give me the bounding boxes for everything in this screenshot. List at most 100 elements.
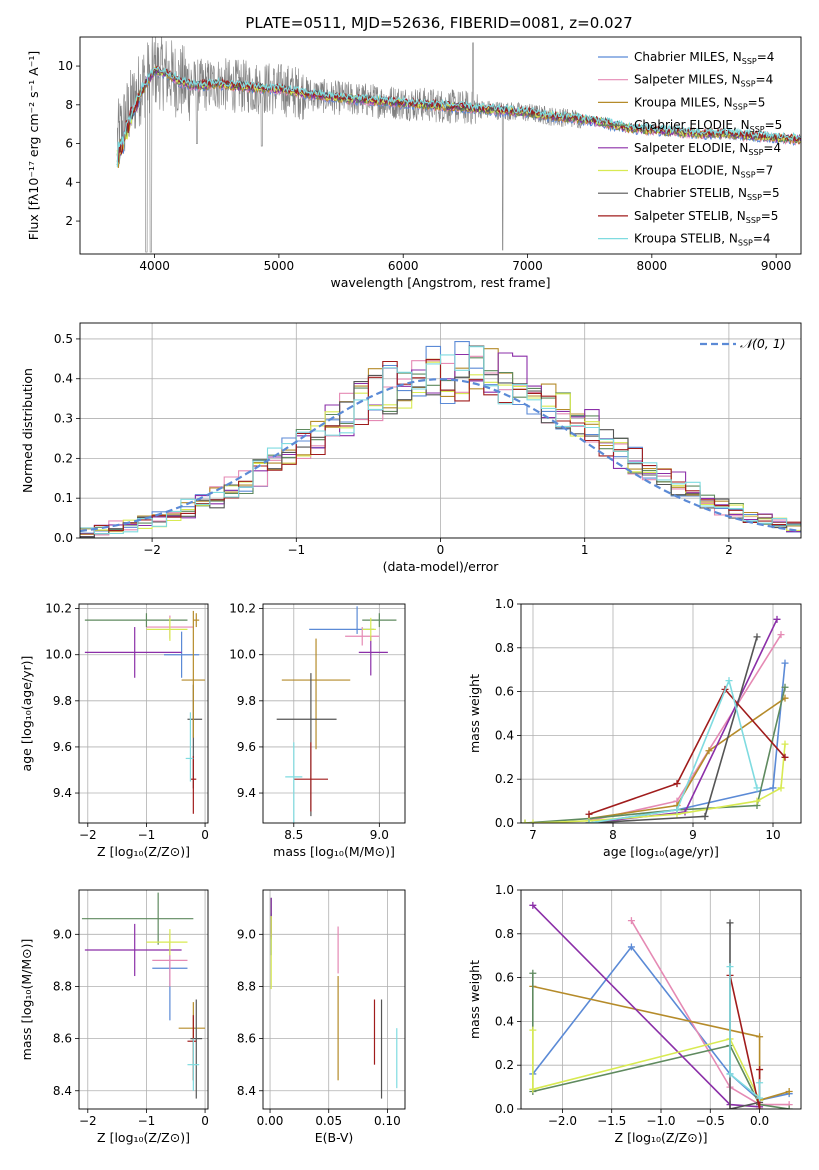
x-tick-label: 5000 [264, 259, 295, 273]
normal-reference-curve [80, 378, 801, 533]
legend-subscript: SSP [741, 80, 756, 89]
legend-count: =5 [762, 186, 780, 200]
y-tick-label: 9.6 [237, 740, 256, 754]
legend-label: Kroupa MILES, NSSP=5 [634, 95, 765, 111]
x-tick-label: 8.5 [284, 828, 303, 842]
errorbar-point [362, 613, 397, 628]
plus-marker [705, 747, 713, 755]
mass-weight-vs-age-frame [520, 603, 802, 824]
legend-label: Kroupa ELODIE, NSSP=7 [634, 164, 773, 180]
x-tick-label: 7000 [512, 259, 543, 273]
y-tick-label: 4 [65, 175, 73, 189]
x-tick-label: 0.00 [257, 1114, 284, 1128]
legend-subscript: SSP [746, 216, 761, 225]
mass-weight-vs-age-panel: 7 8 9 10 0.0 0.2 0.4 0.6 0.8 1.0 age [log₁₀(age/yr… [467, 597, 802, 859]
plus-marker [785, 1087, 793, 1095]
mass-weight-vs-age-plot-area [521, 604, 801, 823]
errorbar-point [190, 756, 197, 814]
plus-marker [673, 780, 681, 788]
x-tick-label: −1 [138, 1114, 156, 1128]
legend-subscript: SSP [747, 193, 762, 202]
mass-weight-line [588, 636, 758, 823]
errorbar-point [146, 929, 188, 956]
age-vs-mass-plot-area [263, 604, 405, 823]
y-tick-label: 10.2 [229, 602, 256, 616]
y-tick-label: 0.3 [54, 412, 73, 426]
plus-marker [756, 1066, 764, 1074]
histogram-step-line [80, 345, 801, 538]
plus-marker [753, 784, 761, 792]
y-tick-label: 0.4 [495, 1014, 514, 1028]
errorbar-point [185, 712, 194, 782]
y-tick-label: 9.0 [53, 927, 72, 941]
age-vs-Z-panel: −2 −1 0 9.4 9.6 9.8 10.0 10.2 Z [log₁₀(Z/Z⊙)] age… [19, 602, 209, 859]
y-tick-label: 0.8 [495, 641, 514, 655]
figure-title: PLATE=0511, MJD=52636, FIBERID=0081, z=0… [245, 14, 632, 32]
legend-label: Chabrier STELIB, NSSP=5 [634, 186, 780, 202]
mass-weight-line [729, 966, 761, 1100]
histogram-step-line [80, 346, 801, 535]
x-tick-label: 1 [581, 543, 589, 557]
plus-marker [726, 1105, 734, 1109]
x-tick-label: 7 [529, 828, 537, 842]
age-vs-mass-panel: 8.5 9.0 9.4 9.6 9.8 10.0 10.2 mass [log₁₀(M/M⊙)… [229, 602, 406, 859]
x-tick-label: 6000 [388, 259, 419, 273]
y-axis-label: mass weight [467, 960, 482, 1039]
y-tick-label: 0.0 [54, 531, 73, 545]
errorbar-point [146, 617, 188, 641]
x-tick-label: 0 [201, 828, 209, 842]
x-tick-label: −2 [79, 828, 97, 842]
y-tick-label: 0.2 [495, 1058, 514, 1072]
mass-weight-line [532, 904, 760, 1108]
x-tick-label: 0.0 [750, 1114, 769, 1128]
x-tick-label: −2 [143, 543, 161, 557]
y-tick-label: 0.6 [495, 971, 514, 985]
x-tick-label: 0.05 [315, 1114, 342, 1128]
errorbar-point [281, 638, 351, 750]
y-tick-label: 1.0 [495, 883, 514, 897]
legend-count: =4 [756, 73, 774, 87]
x-tick-label: 0.10 [374, 1114, 401, 1128]
observed-spectrum-line [117, 37, 582, 253]
mass-weight-line [630, 920, 790, 1106]
errorbar-point [181, 610, 206, 738]
plus-marker [701, 812, 709, 820]
legend-count: =5 [765, 118, 783, 132]
y-tick-label: 9.4 [237, 786, 256, 800]
plus-marker [753, 633, 761, 641]
legend-label: Salpeter ELODIE, NSSP=4 [634, 141, 781, 157]
errorbar-point [276, 673, 337, 817]
spectrum-panel: 4000 5000 6000 7000 8000 9000 2 4 6 8 10 wavelength… [26, 36, 802, 290]
mass-vs-EBV-frame [262, 889, 406, 1110]
errorbar-point [84, 627, 182, 678]
x-axis-label: mass [log₁₀(M/M⊙)] [273, 844, 395, 859]
legend-label: Chabrier MILES, NSSP=4 [634, 50, 774, 66]
mass-vs-EBV-plot-area [263, 890, 405, 1109]
legend-count: =4 [763, 141, 781, 155]
y-tick-label: 0.2 [495, 772, 514, 786]
residual-histogram-plot-area [80, 323, 801, 538]
y-tick-label: 0.5 [54, 332, 73, 346]
mass-weight-line [525, 744, 786, 823]
x-tick-label: 9.0 [370, 828, 389, 842]
x-axis-label: wavelength [Angstrom, rest frame] [330, 275, 550, 290]
y-tick-label: 9.0 [237, 927, 256, 941]
legend-count: =5 [761, 209, 779, 223]
y-tick-label: 0.6 [495, 685, 514, 699]
y-tick-label: 8.8 [237, 979, 256, 993]
y-axis-label: age [log₁₀(age/yr)] [19, 656, 34, 772]
x-axis-label: Z [log₁₀(Z/Z⊙)] [615, 1130, 708, 1145]
legend-subscript: SSP [738, 239, 753, 248]
y-tick-label: 8.6 [237, 1032, 256, 1046]
errorbar-point [81, 892, 194, 945]
mass-vs-EBV-panel: 0.00 0.05 0.10 8.4 8.6 8.8 9.0 E(B-V) [237, 889, 406, 1145]
plots: 4000 5000 6000 7000 8000 9000246810wavelength… [19, 36, 802, 1145]
y-tick-label: 9.6 [53, 740, 72, 754]
plus-marker [529, 901, 537, 909]
plus-marker [627, 917, 635, 925]
mass-weight-line [588, 687, 786, 815]
plus-marker [529, 1085, 537, 1093]
errorbar-point [190, 999, 203, 1099]
plus-marker [756, 1105, 764, 1109]
